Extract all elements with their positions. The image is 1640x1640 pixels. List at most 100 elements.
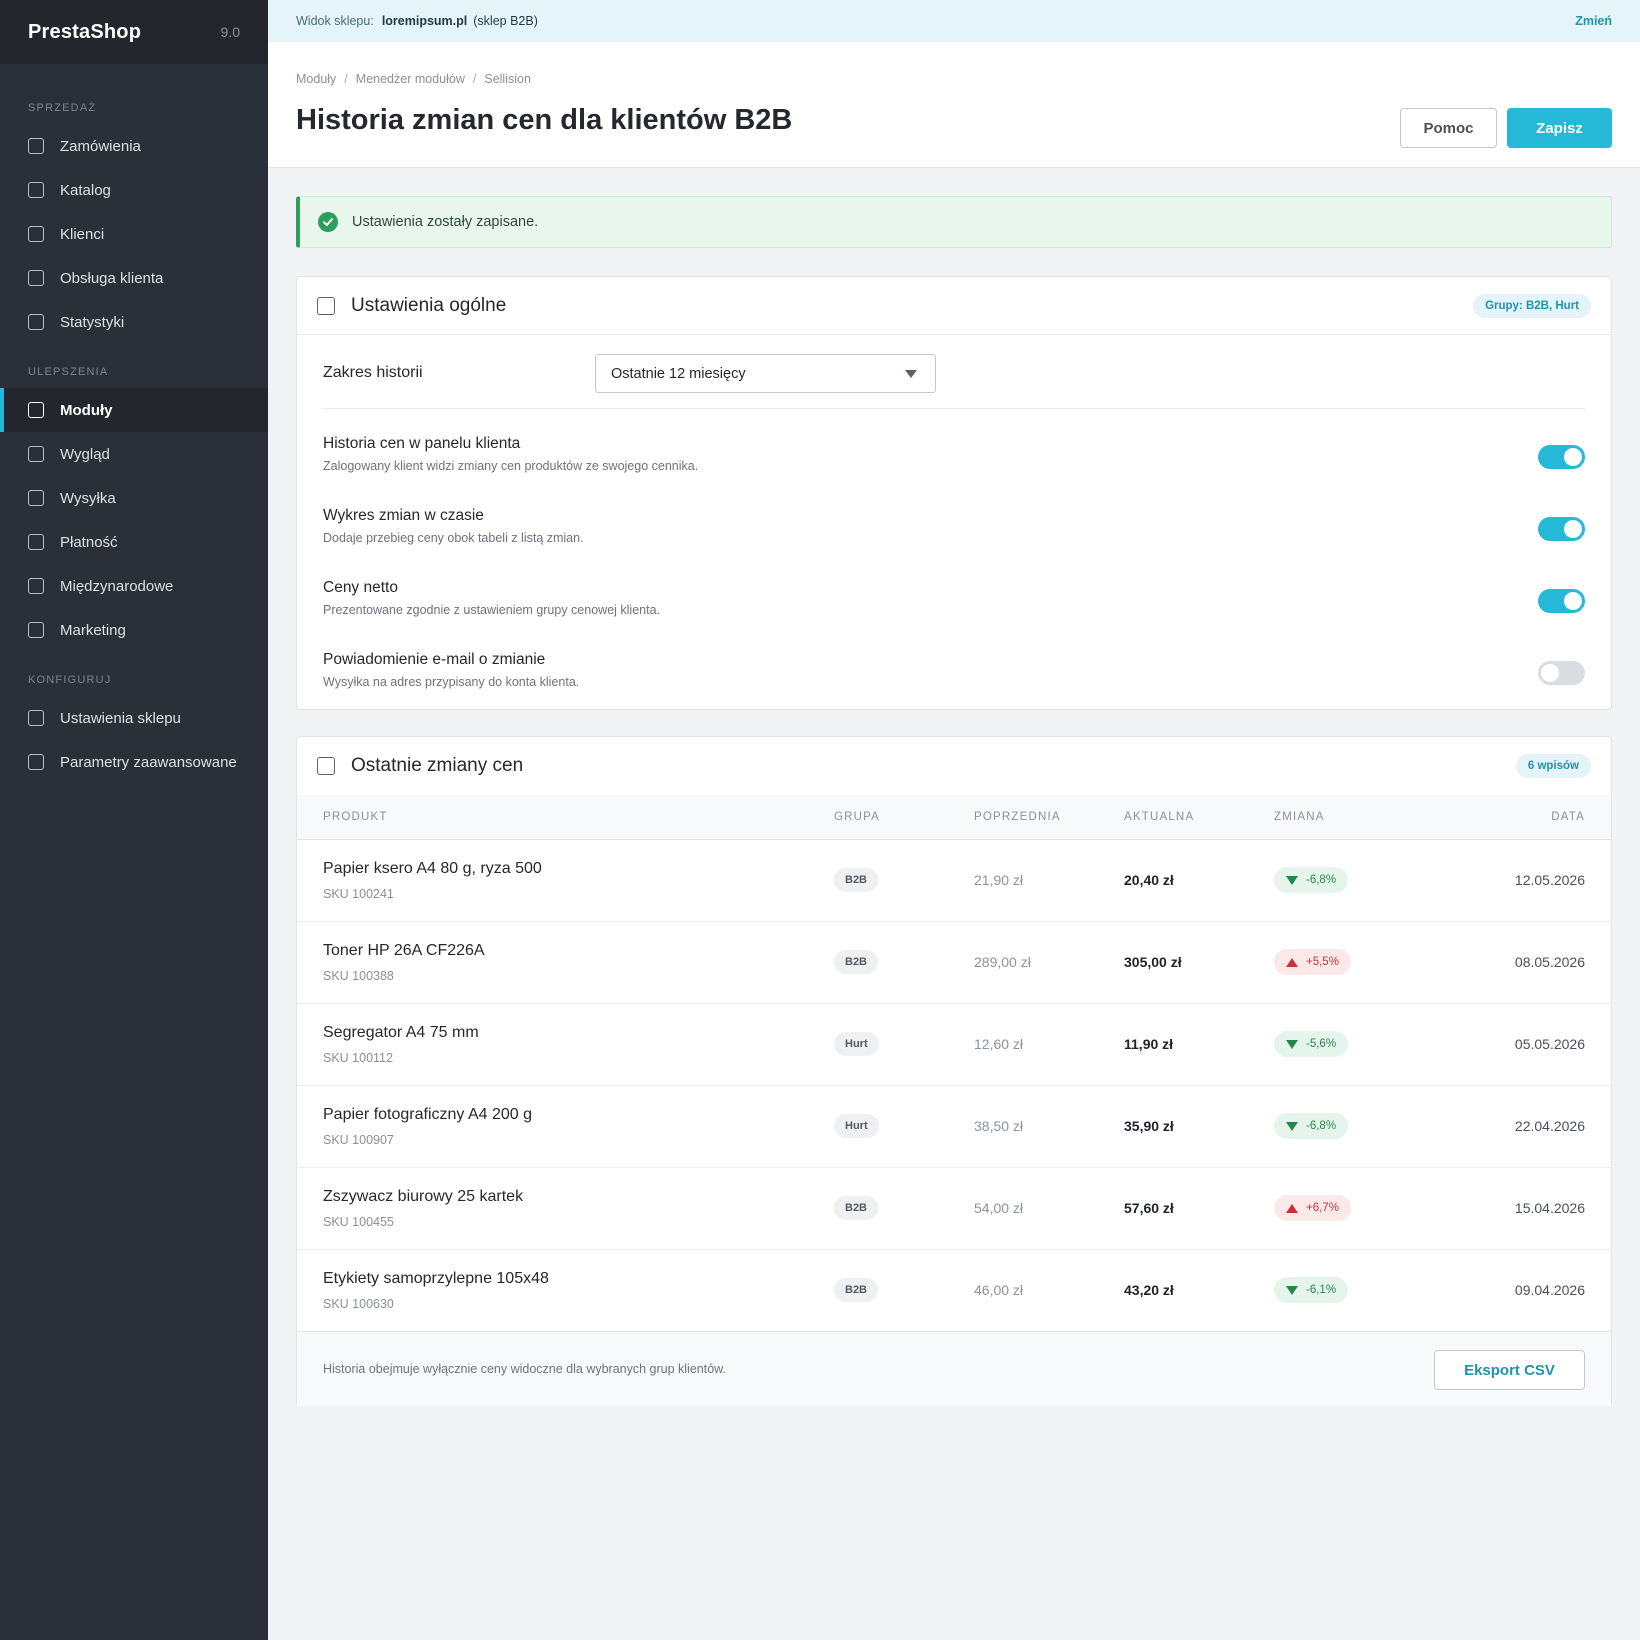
shop-context: Widok sklepu: loremipsum.pl (sklep B2B) [296,14,538,28]
main-content: Widok sklepu: loremipsum.pl (sklep B2B) Zm… [268,0,1640,1640]
checkbox-icon [28,754,44,770]
current-price-cell: 43,20 zł [1124,1249,1274,1331]
column-group[interactable]: GRUPA [834,795,974,840]
sidebar-item-label: Klienci [60,225,105,243]
change-value: +6,7% [1306,1202,1339,1214]
arrow-up-icon [1286,957,1298,967]
toggle-row-chart: Wykres zmian w czasie Dodaje przebieg ce… [323,489,1585,561]
product-cell: Zszywacz biurowy 25 kartek SKU 100455 [297,1167,834,1250]
toggle-description: Zalogowany klient widzi zmiany cen produ… [323,459,699,473]
sidebar-item-advanced[interactable]: Parametry zaawansowane [0,740,268,784]
group-cell: Hurt [834,1085,974,1168]
current-price-cell: 35,90 zł [1124,1085,1274,1168]
sidebar-item-customers[interactable]: Klienci [0,212,268,256]
change-date: 22.04.2026 [1514,1118,1585,1134]
product-sku: SKU 100112 [323,1050,393,1065]
product-cell: Etykiety samoprzylepne 105x48 SKU 100630 [297,1249,834,1331]
price-changes-table: PRODUKT GRUPA POPRZEDNIA AKTUALNA ZMIANA… [297,795,1611,1331]
email-notification-toggle[interactable] [1538,661,1585,685]
product-name[interactable]: Segregator A4 75 mm [323,1023,479,1041]
previous-price: 38,50 zł [974,1118,1024,1134]
column-previous[interactable]: POPRZEDNIA [974,795,1124,840]
sidebar-item-shipping[interactable]: Wysyłka [0,476,268,520]
breadcrumb-item[interactable]: Moduły [296,72,337,86]
current-price: 20,40 zł [1124,872,1174,888]
export-csv-button[interactable]: Eksport CSV [1434,1350,1585,1390]
arrow-up-icon [1286,1203,1298,1213]
table-row[interactable]: Etykiety samoprzylepne 105x48 SKU 100630 … [297,1249,1611,1331]
current-price-cell: 305,00 zł [1124,921,1274,1004]
table-row[interactable]: Papier ksero A4 80 g, ryza 500 SKU 100241… [297,839,1611,922]
product-name[interactable]: Papier fotograficzny A4 200 g [323,1105,533,1123]
sidebar-item-catalog[interactable]: Katalog [0,168,268,212]
table-row[interactable]: Segregator A4 75 mm SKU 100112 Hurt 12,60… [297,1003,1611,1086]
sidebar-item-payment[interactable]: Płatność [0,520,268,564]
sidebar-item-shop-settings[interactable]: Ustawienia sklepu [0,696,268,740]
change-cell: -6,8% [1274,1085,1424,1168]
save-button[interactable]: Zapisz [1507,108,1612,148]
sidebar-item-label: Płatność [60,533,118,551]
previous-price-cell: 21,90 zł [974,839,1124,922]
column-product[interactable]: PRODUKT [297,795,834,840]
product-sku: SKU 100455 [323,1214,394,1229]
change-cell: +5,5% [1274,921,1424,1004]
change-badge: -6,8% [1274,867,1349,893]
table-row[interactable]: Papier fotograficzny A4 200 g SKU 100907 … [297,1085,1611,1168]
change-shop-link[interactable]: Zmień [1575,14,1612,28]
change-value: -6,1% [1306,1284,1337,1297]
group-cell: B2B [834,839,974,922]
product-name[interactable]: Etykiety samoprzylepne 105x48 [323,1269,549,1287]
column-change[interactable]: ZMIANA [1274,795,1424,840]
sidebar-item-label: Moduły [60,401,113,419]
previous-price: 12,60 zł [974,1036,1024,1052]
success-alert: Ustawienia zostały zapisane. [296,196,1612,248]
date-cell: 09.04.2026 [1424,1249,1611,1331]
table-row[interactable]: Toner HP 26A CF226A SKU 100388 B2B 289,00… [297,921,1611,1004]
page-title: Historia zmian cen dla klientów B2B [296,104,793,136]
help-button[interactable]: Pomoc [1400,108,1497,148]
nav-section-configure: KONFIGURUJ [28,674,112,686]
net-prices-toggle[interactable] [1538,589,1585,613]
chart-toggle[interactable] [1538,517,1585,541]
sidebar-item-design[interactable]: Wygląd [0,432,268,476]
breadcrumb: Moduły / Menedżer modułów / Sellision [296,72,531,86]
nav-section-sales: SPRZEDAŻ [28,102,97,114]
card-title: Ustawienia ogólne [351,294,507,316]
checkbox-icon [28,138,44,154]
group-badge: B2B [834,868,879,892]
table-row[interactable]: Zszywacz biurowy 25 kartek SKU 100455 B2B… [297,1167,1611,1250]
toggle-row-price-history: Historia cen w panelu klienta Zalogowany… [323,417,1585,489]
nav-section-improve: ULEPSZENIA [28,366,109,378]
groups-badge: Grupy: B2B, Hurt [1473,294,1591,318]
change-value: -5,6% [1306,1038,1337,1050]
sidebar-item-marketing[interactable]: Marketing [0,608,268,652]
sidebar-item-international[interactable]: Międzynarodowe [0,564,268,608]
change-date: 08.05.2026 [1514,954,1585,970]
group-cell: Hurt [834,1003,974,1086]
toggle-row-net-prices: Ceny netto Prezentowane zgodnie z ustawi… [323,561,1585,633]
page-header: Moduły / Menedżer modułów / Sellision Histor… [268,42,1640,168]
column-date[interactable]: DATA [1424,795,1611,840]
product-name[interactable]: Papier ksero A4 80 g, ryza 500 [323,859,542,877]
product-name[interactable]: Toner HP 26A CF226A [323,941,485,959]
sidebar-item-label: Marketing [60,621,126,639]
current-price: 35,90 zł [1124,1118,1174,1134]
product-name[interactable]: Zszywacz biurowy 25 kartek [323,1187,524,1205]
breadcrumb-item[interactable]: Sellision [484,72,531,86]
sidebar-item-customer-service[interactable]: Obsługa klienta [0,256,268,300]
column-current[interactable]: AKTUALNA [1124,795,1274,840]
sidebar-item-modules[interactable]: Moduły [0,388,268,432]
change-date: 05.05.2026 [1514,1036,1585,1052]
change-badge: -5,6% [1274,1031,1349,1057]
sidebar-item-orders[interactable]: Zamówienia [0,124,268,168]
breadcrumb-item[interactable]: Menedżer modułów [355,72,465,86]
price-history-toggle[interactable] [1538,445,1585,469]
brand-bar: PrestaShop 9.0 [0,0,268,64]
version-label: 9.0 [220,24,240,40]
shop-context-bar: Widok sklepu: loremipsum.pl (sklep B2B) Zm… [268,0,1640,42]
sidebar-item-stats[interactable]: Statystyki [0,300,268,344]
shop-domain: loremipsum.pl [381,14,468,28]
brand-logo[interactable]: PrestaShop [28,20,142,43]
date-cell: 08.05.2026 [1424,921,1611,1004]
history-range-select[interactable]: Ostatnie 12 miesięcy [595,354,936,393]
